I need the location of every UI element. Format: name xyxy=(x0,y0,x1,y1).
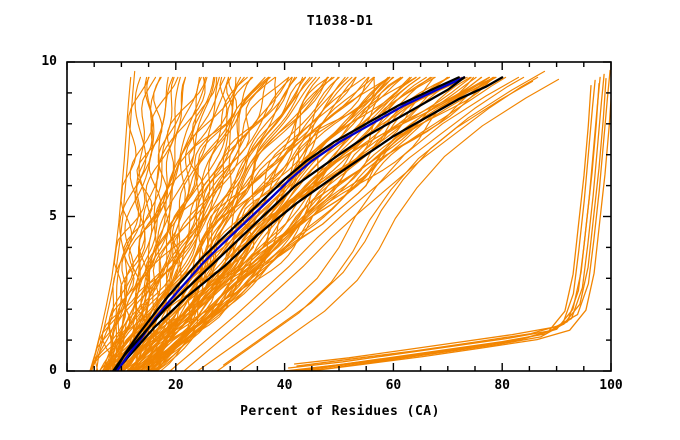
outlier-group-curve xyxy=(289,82,600,371)
ensemble-curve xyxy=(117,76,306,371)
axis-frame-layer xyxy=(66,61,612,372)
x-tick-label: 100 xyxy=(599,378,623,393)
ensemble-curve xyxy=(153,76,496,371)
ensemble-curve xyxy=(150,76,421,371)
series-layer xyxy=(89,69,611,371)
ensemble-curve xyxy=(150,76,507,371)
highlight-curve-black-2 xyxy=(114,76,504,371)
ensemble-curve xyxy=(138,76,412,371)
ensemble-curve xyxy=(121,76,333,371)
page-title: T1038-D1 xyxy=(306,14,374,29)
ensemble-curve xyxy=(115,76,293,371)
ensemble-curve xyxy=(145,76,483,371)
x-axis-label: Percent of Residues (CA) xyxy=(240,404,440,419)
outlier-group-curve xyxy=(293,69,611,365)
x-tick-label: 80 xyxy=(494,378,511,393)
ensemble-curve xyxy=(135,76,330,371)
ensemble-curve xyxy=(111,76,208,371)
ensemble-curve xyxy=(140,76,391,371)
ensemble-curve xyxy=(95,76,150,371)
ensemble-outlier-curve xyxy=(89,76,132,371)
x-tick-label: 0 xyxy=(63,378,71,393)
y-tick-label: 10 xyxy=(41,54,57,69)
ensemble-curve xyxy=(122,76,349,371)
ensemble-outlier-curve xyxy=(197,76,520,371)
ensemble-curve xyxy=(139,76,431,371)
x-tick-label: 60 xyxy=(385,378,402,393)
ensemble-curve xyxy=(122,76,340,371)
ensemble-curve xyxy=(135,76,391,371)
ensemble-curve xyxy=(111,76,218,371)
x-tick-label: 20 xyxy=(167,378,184,393)
ensemble-curve xyxy=(123,76,252,371)
ensemble-curve xyxy=(111,76,228,371)
ensemble-outlier-curve xyxy=(93,70,136,366)
outlier-group-curve xyxy=(292,84,592,371)
ensemble-curve xyxy=(149,76,494,371)
ensemble-outlier-curve xyxy=(169,76,525,371)
highlight-curve-black-1 xyxy=(112,76,466,371)
ensemble-curve xyxy=(89,76,147,371)
outlier-group-curve xyxy=(305,89,611,371)
ensemble-curve xyxy=(137,76,370,371)
ensemble-curve xyxy=(132,76,402,371)
ensemble-outlier-curve xyxy=(223,70,546,366)
highlight-curve-black-3 xyxy=(113,76,460,371)
ensemble-outlier-curve xyxy=(216,80,534,371)
ensemble-outlier-curve xyxy=(239,78,560,371)
ensemble-curve xyxy=(112,76,254,371)
ensemble-outlier-curve xyxy=(183,76,539,371)
outlier-group-curve xyxy=(296,77,607,367)
ensemble-curve xyxy=(147,76,427,371)
y-tick-label: 5 xyxy=(49,208,57,224)
x-tick-label: 40 xyxy=(276,378,293,393)
ensemble-curve xyxy=(132,76,321,371)
ensemble-curve xyxy=(94,76,161,371)
y-tick-label: 0 xyxy=(49,363,57,378)
ensemble-curve xyxy=(155,76,497,371)
